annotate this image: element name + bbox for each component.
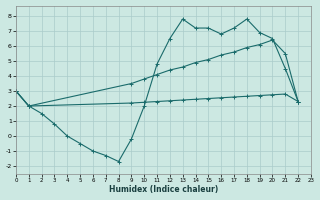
X-axis label: Humidex (Indice chaleur): Humidex (Indice chaleur) <box>109 185 218 194</box>
